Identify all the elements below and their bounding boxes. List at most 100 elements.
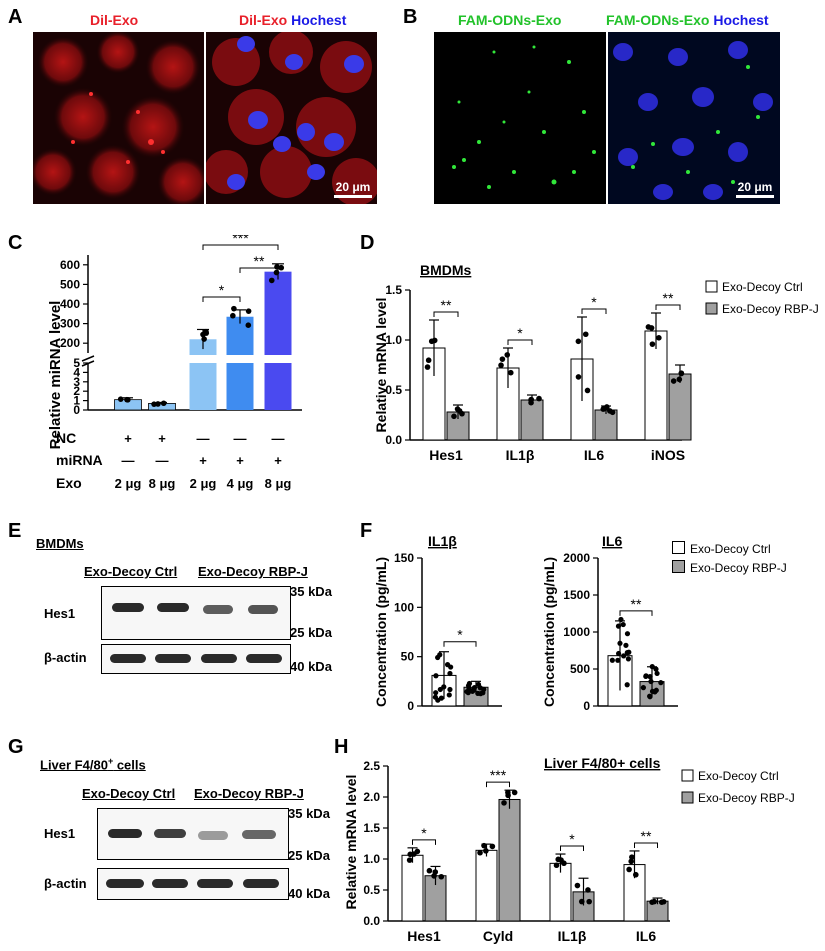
d-point xyxy=(678,370,685,377)
f-legend-ctrl: Exo-Decoy Ctrl xyxy=(672,540,787,559)
f-il1b-point xyxy=(475,681,482,688)
a-scale-bar: 20 μm xyxy=(334,180,372,198)
d-tick-label: 0.5 xyxy=(385,383,402,397)
c-point xyxy=(245,308,252,314)
c-table-cell: — xyxy=(272,431,285,446)
c-upper-tick-label: 200 xyxy=(60,336,80,350)
panel-label-c: C xyxy=(8,232,23,254)
h-tick-label: 0.0 xyxy=(363,914,380,928)
panel-label-f: F xyxy=(360,520,373,542)
a-right-caption: Dil-Exo Hochest xyxy=(239,12,347,28)
b-right-nuclei xyxy=(613,41,773,200)
f-il1b-point xyxy=(438,695,445,701)
h-tick-label: 2.5 xyxy=(363,759,380,773)
d-legend-rbpj: Exo-Decoy RBP-J xyxy=(722,302,819,316)
h-tick-label: 0.5 xyxy=(363,883,380,897)
f-il6-tick-label: 500 xyxy=(570,662,590,676)
f-il6-point xyxy=(647,694,653,700)
d-tick-label: 1.0 xyxy=(385,333,402,347)
d-category: Hes1 xyxy=(429,447,463,463)
h-tick-label: 1.5 xyxy=(363,821,380,835)
f-il6-ylabel: Concentration (pg/mL) xyxy=(541,557,557,707)
h-sig-label: ** xyxy=(641,828,652,844)
c-sig xyxy=(202,244,279,250)
c-lower-tick-label: 2 xyxy=(73,384,80,398)
d-point xyxy=(424,364,431,370)
c-point xyxy=(274,264,280,270)
h-point xyxy=(649,899,655,905)
f-il6-point xyxy=(649,664,655,670)
d-category: iNOS xyxy=(651,447,685,463)
h-point xyxy=(561,860,567,867)
f-legend: Exo-Decoy Ctrl Exo-Decoy RBP-J xyxy=(672,540,787,578)
h-point xyxy=(632,871,639,878)
chart-f-il1b: 0 50 100 150 Concentration (pg/mL) * IL1β xyxy=(373,533,502,713)
f-il1b-point xyxy=(465,690,471,696)
h-point xyxy=(501,800,507,806)
d-point xyxy=(504,352,511,358)
c-table-cell: + xyxy=(236,453,244,468)
d-sig xyxy=(581,308,607,314)
f-il6-tick-label: 1000 xyxy=(563,625,590,639)
d-legend-ctrl: Exo-Decoy Ctrl xyxy=(722,280,803,294)
b-scale-bar: 20 μm xyxy=(736,180,774,198)
f-il1b-point xyxy=(447,686,453,693)
c-point xyxy=(124,396,130,403)
d-point xyxy=(649,341,656,347)
h-point xyxy=(489,843,496,850)
h-legend-ctrl-swatch xyxy=(681,769,694,782)
g-band xyxy=(152,879,188,888)
g-group-ctrl: Exo-Decoy Ctrl xyxy=(82,786,176,801)
c-table-cell: 8 μg xyxy=(265,476,292,491)
f-il6-point xyxy=(653,687,659,693)
f-il6-point xyxy=(618,616,624,623)
f-il1b-tick-label: 50 xyxy=(401,650,415,664)
f-il1b-tick-label: 150 xyxy=(394,551,414,565)
h-point xyxy=(578,898,585,905)
h-legend-rbpj-swatch xyxy=(681,791,694,804)
f-il6-point xyxy=(624,631,631,637)
f-il1b-point xyxy=(446,692,452,698)
f-il6-point xyxy=(615,623,622,629)
c-sig xyxy=(239,267,279,273)
h-point xyxy=(438,873,445,880)
d-point xyxy=(499,356,506,362)
g-band xyxy=(198,831,228,840)
c-point xyxy=(278,264,285,271)
h-tick-label: 2.0 xyxy=(363,790,380,804)
c-point xyxy=(201,336,207,342)
d-ylabel: Relative mRNA level xyxy=(373,298,389,433)
f-il1b-point xyxy=(432,694,438,700)
e-marker-35: 35 kDa xyxy=(290,584,332,599)
f-il6-sig xyxy=(619,610,653,616)
c-table-cell: — xyxy=(197,431,210,446)
c-table-cell: — xyxy=(156,453,169,468)
f-il6-point xyxy=(640,685,646,691)
c-bar xyxy=(264,271,292,410)
h-point xyxy=(407,851,414,858)
b-left-micrograph xyxy=(434,32,606,204)
panel-label-g: G xyxy=(8,736,24,758)
g-band xyxy=(242,830,276,839)
g-marker-40: 40 kDa xyxy=(288,886,330,901)
d-sig-label: * xyxy=(517,325,523,341)
c-table-row-label: miRNA xyxy=(56,452,103,468)
d-point xyxy=(607,408,613,414)
f-il6-point xyxy=(658,680,664,686)
d-point xyxy=(670,378,677,384)
d-point xyxy=(600,406,607,412)
h-category: Cyld xyxy=(483,928,513,944)
h-bar xyxy=(401,854,424,922)
h-tick-label: 1.0 xyxy=(363,852,380,866)
c-ylabel: Relative miRNA level xyxy=(47,301,64,450)
d-tick-label: 1.5 xyxy=(385,283,402,297)
f-il1b-point xyxy=(437,686,443,693)
h-bar xyxy=(475,849,498,922)
c-lower-tick-label: 3 xyxy=(73,375,80,389)
e-group-rbpj: Exo-Decoy RBP-J xyxy=(198,564,308,579)
chart-h: 0.0 0.5 1.0 1.5 2.0 2.5 Relative mRNA level * He… xyxy=(343,755,795,944)
f-il1b-point xyxy=(475,690,481,696)
d-tick-label: 0.0 xyxy=(385,433,402,447)
c-upper-tick-label: 600 xyxy=(60,258,80,272)
